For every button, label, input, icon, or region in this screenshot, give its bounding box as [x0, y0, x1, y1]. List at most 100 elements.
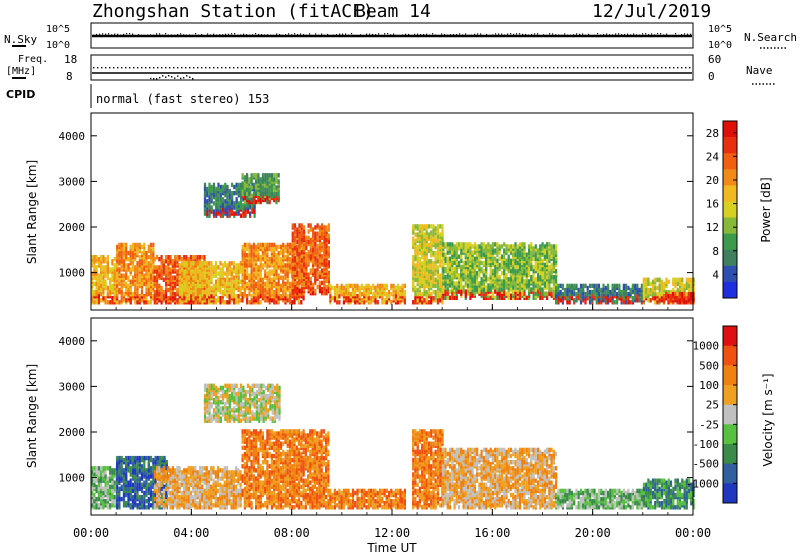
colorbar-frame [722, 325, 738, 504]
nave-dot [293, 67, 295, 69]
nsearch-dot [609, 34, 611, 36]
nsearch-dot [150, 34, 152, 36]
nave-dot [393, 67, 395, 69]
nave-dot [681, 67, 683, 69]
date-label: 12/Jul/2019 [592, 1, 711, 22]
nsearch-dot [315, 33, 317, 35]
nave-dot [577, 67, 579, 69]
nsearch-dot [636, 34, 638, 36]
nave-dot [149, 67, 151, 69]
nsearch-dot [174, 34, 176, 36]
nave-dot [661, 67, 663, 69]
nsearch-dot [210, 34, 212, 36]
nsearch-dot [297, 34, 299, 36]
velocity-echo-region [412, 429, 444, 510]
velocity-heatmap [91, 383, 695, 510]
nsearch-dot [327, 33, 329, 36]
nsearch-dot [642, 33, 644, 35]
nsearch-dot [597, 33, 599, 35]
nsearch-dot [591, 34, 593, 37]
nsearch-dot [168, 34, 170, 36]
nsearch-dot [192, 34, 194, 37]
colorbar-segment [723, 185, 737, 202]
nsearch-dot [285, 34, 287, 36]
nave-dot [417, 67, 419, 69]
nave-dot [421, 67, 423, 69]
freq-dip-dot [153, 77, 155, 80]
colorbar-segment [723, 265, 737, 283]
nave-dot [493, 67, 495, 69]
nave-dot [449, 67, 451, 69]
nave-dot [657, 67, 659, 69]
nave-dot [217, 67, 219, 69]
nave-dot [297, 67, 299, 69]
nave-dot [273, 67, 275, 69]
freq-dip-dot [165, 76, 167, 78]
nsearch-dot [432, 33, 434, 35]
freq-dip-dot [159, 76, 161, 79]
nsearch-dot [321, 33, 323, 35]
colorbar-tick-label: 500 [699, 359, 719, 372]
nsearch-dot [615, 33, 617, 35]
nave-dot [485, 67, 487, 69]
colorbar-tick-label: 28 [706, 127, 719, 140]
nave-dot [497, 67, 499, 69]
colorbar-tick-label: 8 [712, 245, 719, 258]
nsearch-dot [354, 34, 356, 37]
nsearch-dot [441, 33, 443, 35]
nave-dot [677, 67, 679, 69]
freq-dip-dot [156, 78, 158, 80]
nsearch-dot [333, 34, 335, 36]
nsearch-dot [375, 34, 377, 36]
nsearch-dot [648, 34, 650, 36]
nave-dot [357, 67, 359, 69]
nave-dot [409, 67, 411, 69]
power-echo-region [178, 261, 242, 305]
nsearch-dot [312, 34, 314, 37]
colorbar-tick-label: -25 [699, 418, 719, 431]
nave-dot [353, 67, 355, 69]
nave-dot [557, 67, 559, 69]
nave-dot [209, 67, 211, 69]
freq-unit: [MHz] [6, 66, 36, 77]
nave-dot [245, 67, 247, 69]
nsearch-dot [282, 34, 284, 36]
nsearch-dot [231, 33, 233, 35]
nsearch-dot [630, 34, 632, 36]
nave-dot [545, 67, 547, 69]
colorbar-tick-label: 25 [706, 399, 719, 412]
nsearch-dot [624, 34, 626, 36]
nave-dot [153, 67, 155, 69]
nave-dot [325, 67, 327, 69]
colorbar-segment [723, 153, 737, 170]
nsearch-dot [324, 34, 326, 36]
colorbar-segment [723, 201, 737, 218]
nsearch-dot [345, 33, 347, 35]
colorbar-tick-label: -1000 [686, 477, 719, 490]
nave-dot [277, 67, 279, 69]
nave-tick-bottom: 0 [708, 70, 715, 83]
nsearch-dot [306, 34, 308, 36]
nave-dot [381, 67, 383, 69]
colorbar-segment [723, 281, 737, 299]
nsearch-dot [357, 34, 359, 37]
nave-dot [333, 67, 335, 69]
nsearch-dot [273, 34, 275, 37]
nsearch-dot [279, 34, 281, 36]
nsearch-dot [237, 34, 239, 37]
nave-dot [329, 67, 331, 69]
power-echo-region [555, 283, 643, 305]
velocity-echo-region [203, 383, 281, 423]
nave-dot [285, 67, 287, 69]
nsearch-dot [501, 33, 503, 35]
nave-dot [637, 67, 639, 69]
cpid-text: normal (fast stereo) 153 [96, 92, 269, 106]
nsearch-label: N.Search [744, 31, 797, 44]
velocity-colorbar: 1000 500 100 25 -25 -100 -500 -1000 [686, 325, 738, 504]
nave-dot [649, 67, 651, 69]
nsearch-dot [387, 33, 389, 35]
nsearch-dot [450, 34, 452, 36]
nave-dot [465, 67, 467, 69]
nsearch-dot [606, 33, 608, 35]
nave-dot [377, 67, 379, 69]
